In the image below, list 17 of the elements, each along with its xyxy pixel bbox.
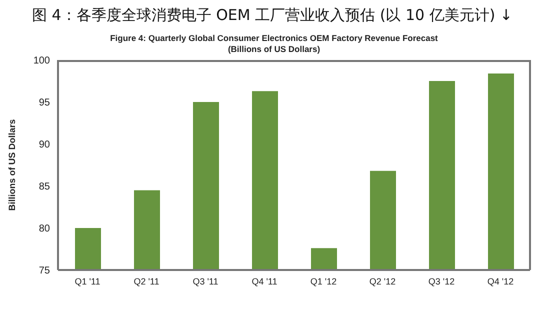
y-axis-title: Billions of US Dollars	[7, 119, 18, 211]
x-tick-label: Q4 '12	[487, 276, 514, 286]
chart-title: 图 4：各季度全球消费电子 OEM 工厂营业收入预估 (以 10 亿美元计) ↓	[32, 6, 513, 25]
x-tick-label: Q3 '11	[192, 276, 218, 286]
y-tick-label: 75	[38, 266, 50, 277]
x-tick-label: Q4 '11	[252, 276, 278, 286]
y-tick-label: 95	[38, 98, 50, 109]
x-tick-label: Q3 '12	[428, 276, 455, 286]
x-tick-label: Q2 '11	[134, 276, 160, 286]
y-tick-label: 85	[38, 182, 50, 193]
chart-subtitle: Figure 4: Quarterly Global Consumer Electronics OEM Factory Revenue Forecast (Billions of US Dollars)	[109, 33, 439, 55]
y-tick-label: 90	[38, 140, 50, 151]
y-tick-label: 100	[33, 56, 50, 67]
x-tick-label: Q2 '12	[369, 276, 396, 286]
y-tick-label: 80	[38, 224, 50, 235]
x-tick-label: Q1 '12	[310, 276, 337, 286]
x-tick-label: Q1 '11	[74, 276, 100, 286]
